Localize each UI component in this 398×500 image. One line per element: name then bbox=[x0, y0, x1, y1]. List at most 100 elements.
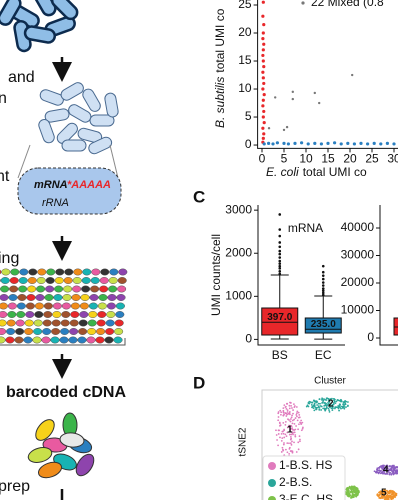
cell-point bbox=[380, 496, 383, 498]
x-tick-label: 0 bbox=[259, 152, 266, 166]
cell bbox=[0, 0, 22, 26]
cell-point bbox=[296, 410, 299, 413]
well bbox=[71, 294, 81, 301]
flier bbox=[321, 291, 325, 295]
cell-point bbox=[311, 401, 314, 404]
zoom-line bbox=[17, 144, 31, 179]
point bbox=[261, 48, 265, 52]
cell-point bbox=[330, 397, 333, 400]
cell-point bbox=[284, 423, 287, 426]
cell-point bbox=[297, 428, 299, 431]
cell-point bbox=[284, 420, 287, 423]
well bbox=[36, 285, 46, 293]
well bbox=[63, 277, 73, 284]
point bbox=[379, 142, 383, 146]
cdna-blob bbox=[35, 419, 55, 441]
cell-point bbox=[317, 406, 319, 409]
cell bbox=[50, 0, 79, 21]
cell-point bbox=[279, 436, 281, 439]
cell-point bbox=[295, 425, 297, 427]
cdna-blob bbox=[37, 461, 63, 479]
cell-point bbox=[280, 413, 282, 416]
well bbox=[16, 302, 26, 310]
well bbox=[0, 294, 9, 301]
well bbox=[89, 294, 99, 301]
cell-point bbox=[348, 495, 351, 498]
cell-point bbox=[288, 413, 291, 416]
y-tick-label: 20000 bbox=[341, 275, 375, 289]
median-label: 397.0 bbox=[267, 312, 292, 323]
cell-point bbox=[380, 490, 383, 493]
well bbox=[90, 277, 100, 284]
point bbox=[366, 142, 370, 146]
well bbox=[115, 311, 125, 318]
cell-point bbox=[390, 473, 393, 476]
legend-marker bbox=[268, 462, 276, 470]
well bbox=[5, 336, 15, 344]
well bbox=[96, 319, 106, 327]
cell-point bbox=[352, 487, 355, 490]
well bbox=[41, 336, 51, 344]
cell-point bbox=[389, 468, 392, 471]
point bbox=[285, 125, 289, 129]
point bbox=[372, 141, 376, 145]
well bbox=[72, 285, 82, 293]
cell-point bbox=[394, 492, 397, 495]
legend-marker bbox=[268, 496, 276, 500]
well bbox=[15, 319, 25, 327]
well bbox=[1, 268, 11, 276]
well bbox=[62, 294, 72, 301]
cell-point bbox=[352, 496, 355, 499]
cell-point bbox=[315, 406, 318, 409]
cell-point bbox=[293, 431, 296, 434]
cell-point bbox=[285, 407, 288, 410]
point bbox=[267, 141, 271, 145]
cell-point bbox=[295, 451, 298, 453]
point bbox=[319, 142, 323, 146]
cell-point bbox=[275, 434, 278, 436]
cell-point bbox=[327, 400, 330, 403]
cell-point bbox=[349, 491, 352, 493]
well bbox=[78, 319, 88, 327]
point bbox=[392, 142, 396, 146]
well bbox=[53, 294, 63, 301]
well bbox=[105, 328, 115, 335]
cell-point bbox=[279, 424, 282, 427]
cell-point bbox=[340, 407, 342, 410]
legend-label: 3-E.C. HS bbox=[279, 492, 333, 500]
cell-point bbox=[331, 404, 334, 406]
axis-frame bbox=[379, 205, 398, 346]
cell-point bbox=[289, 450, 292, 452]
x-label-text: total UMI co bbox=[303, 165, 367, 179]
cell-point bbox=[388, 473, 391, 476]
cell-zoom bbox=[17, 167, 122, 215]
cell-point bbox=[298, 423, 300, 426]
cell-point bbox=[383, 471, 386, 473]
cell-point bbox=[376, 467, 379, 470]
cell-point bbox=[373, 470, 376, 473]
flier bbox=[278, 272, 282, 276]
well bbox=[79, 302, 89, 310]
cell-point bbox=[347, 489, 350, 492]
cell-point bbox=[375, 471, 378, 474]
point bbox=[261, 136, 265, 140]
cell-point bbox=[293, 418, 296, 421]
cell-point bbox=[322, 399, 325, 402]
y-tick-label: 5 bbox=[245, 109, 252, 123]
cell-point bbox=[381, 493, 384, 496]
point bbox=[261, 76, 265, 80]
cell-point bbox=[294, 428, 297, 431]
well bbox=[33, 319, 43, 327]
well bbox=[118, 268, 128, 276]
cell-point bbox=[329, 398, 332, 400]
well bbox=[28, 268, 38, 276]
y-tick-label: 2000 bbox=[225, 245, 252, 259]
point bbox=[313, 91, 316, 95]
cell-point bbox=[289, 420, 292, 423]
cell-point bbox=[291, 427, 294, 430]
cell-point bbox=[390, 489, 392, 492]
point bbox=[262, 109, 266, 114]
cell-point bbox=[395, 470, 398, 472]
point bbox=[262, 65, 266, 69]
cell bbox=[89, 114, 115, 127]
